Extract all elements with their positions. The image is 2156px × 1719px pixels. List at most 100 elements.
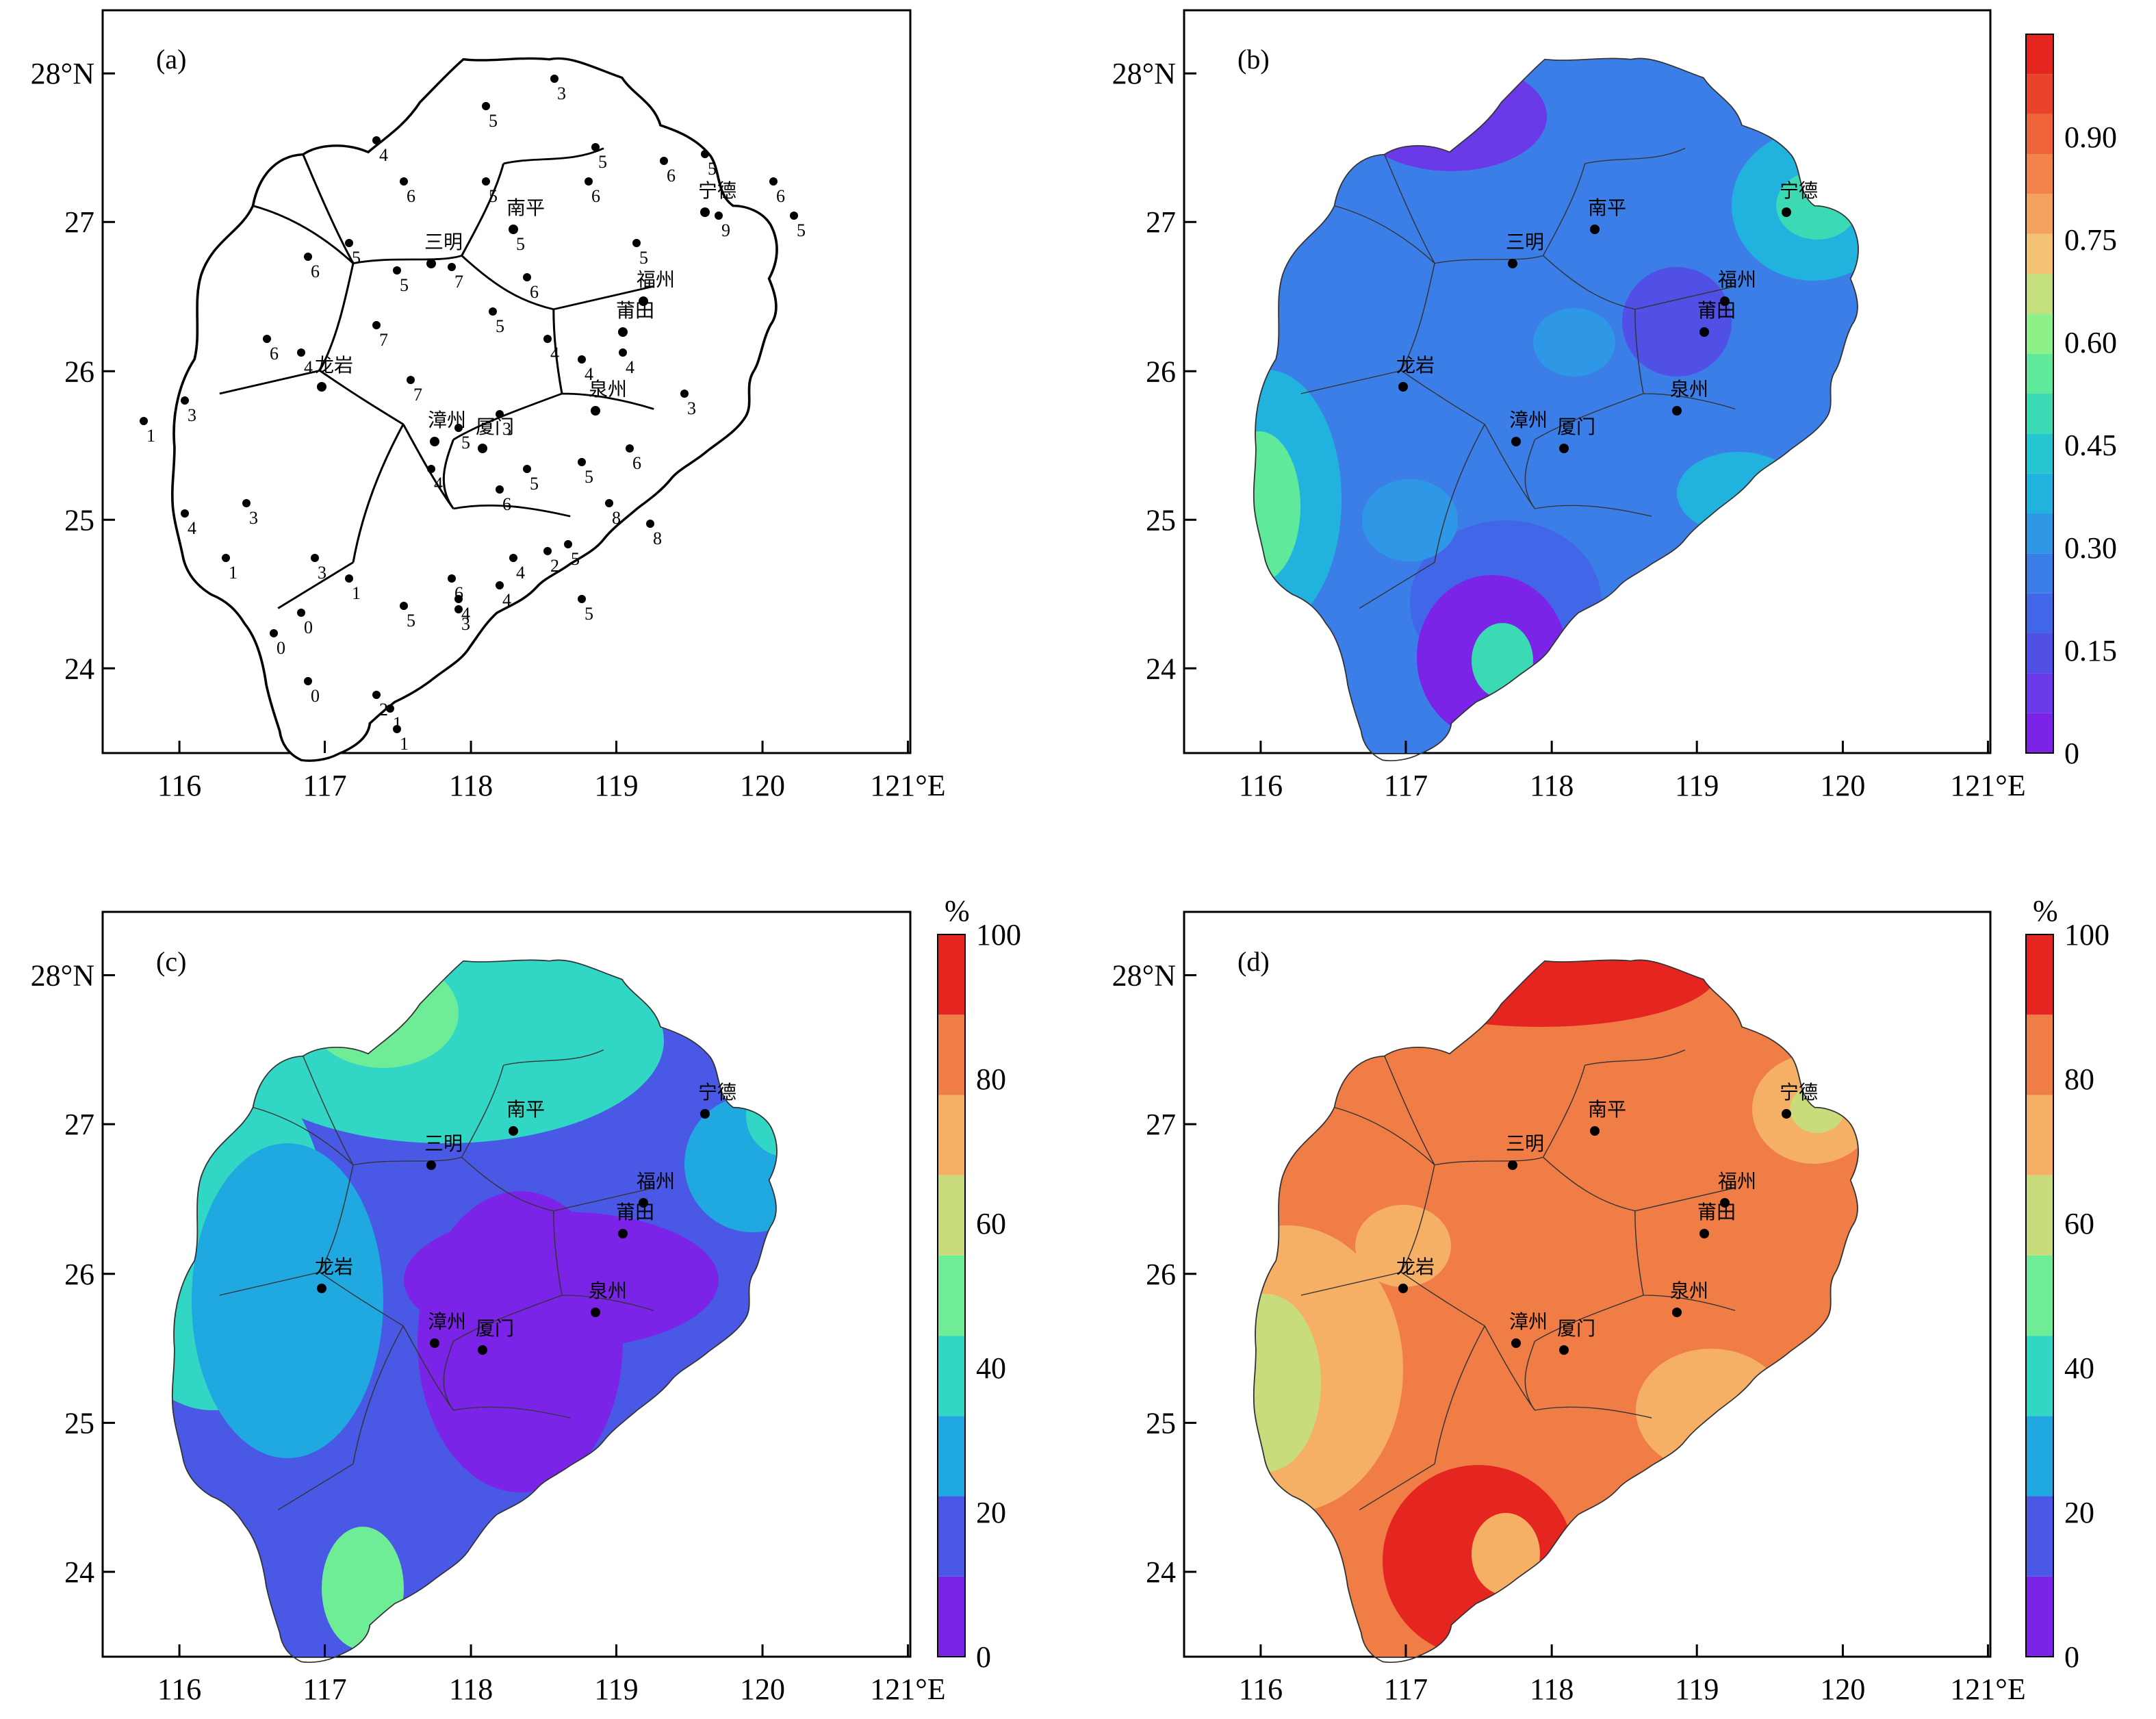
station-count-label: 7 — [454, 272, 463, 292]
city-label: 龙岩 — [315, 354, 353, 377]
x-tick-label: 117 — [303, 769, 346, 802]
panel-b-letter: (b) — [1237, 44, 1270, 75]
city-marker — [639, 296, 648, 306]
city-label: 三明 — [1506, 231, 1544, 253]
x-tick-label: 116 — [157, 1672, 201, 1706]
x-tick-label: 119 — [594, 769, 638, 802]
colorbar-label: 0.90 — [2064, 120, 2117, 154]
colorbar-segment — [2026, 274, 2053, 314]
station-marker — [509, 554, 517, 562]
station-count-label: 6 — [632, 453, 641, 473]
city-label: 宁德 — [1780, 1081, 1818, 1104]
x-tick-label: 121°E — [1950, 769, 2025, 802]
station-count-label: 4 — [585, 364, 593, 384]
colorbar-label: 0.60 — [2064, 326, 2117, 359]
colorbar-label: 20 — [976, 1496, 1006, 1529]
station-marker — [523, 465, 531, 473]
colorbar-segment — [938, 1095, 965, 1175]
city-marker — [509, 1126, 518, 1136]
station-marker — [482, 102, 490, 110]
station-count-label: 5 — [708, 159, 717, 179]
station-marker — [790, 212, 798, 220]
station-marker — [626, 444, 634, 453]
station-marker — [393, 725, 401, 733]
city-label: 漳州 — [1509, 409, 1548, 431]
station-count-label: 3 — [249, 508, 258, 528]
city-label: 漳州 — [428, 1310, 466, 1333]
station-count-label: 5 — [461, 433, 470, 453]
station-count-label: 6 — [311, 262, 320, 281]
city-label: 厦门 — [476, 416, 514, 438]
station-marker — [372, 691, 381, 699]
station-marker — [769, 177, 778, 186]
panel-c-colorbar: 0 20 40 60 80 100% — [937, 894, 1021, 1674]
city-marker — [1398, 1284, 1408, 1293]
station-marker — [427, 465, 435, 473]
station-count-label: 1 — [146, 426, 155, 446]
station-count-label: 0 — [304, 617, 313, 637]
y-tick-label: 25 — [64, 503, 94, 537]
station-count-label: 5 — [639, 248, 648, 268]
station-count-label: 0 — [311, 686, 320, 706]
city-marker — [509, 225, 518, 234]
station-count-label: 7 — [413, 385, 422, 405]
city-label: 三明 — [1506, 1132, 1544, 1155]
station-marker — [578, 595, 586, 603]
station-marker — [543, 547, 552, 555]
city-marker — [1590, 1126, 1600, 1136]
city-marker — [478, 444, 487, 453]
station-marker — [578, 355, 586, 364]
station-marker — [619, 348, 627, 357]
station-marker — [372, 136, 381, 144]
station-count-label: 9 — [721, 220, 730, 240]
station-marker — [372, 321, 381, 329]
city-marker — [1699, 327, 1709, 337]
colorbar-label: 40 — [2064, 1351, 2094, 1385]
colorbar-segment — [938, 1336, 965, 1416]
station-marker — [680, 390, 689, 398]
city-label: 福州 — [637, 268, 675, 291]
station-marker — [345, 239, 353, 247]
colorbar-segment — [938, 1576, 965, 1657]
station-marker — [523, 273, 531, 281]
city-label: 龙岩 — [1396, 1256, 1435, 1278]
colorbar-segment — [938, 1175, 965, 1256]
station-count-label: 3 — [687, 398, 696, 418]
city-marker — [317, 1284, 326, 1293]
city-label: 厦门 — [476, 1317, 514, 1340]
colorbar-label: 0.15 — [2064, 634, 2117, 667]
city-label: 泉州 — [1670, 1279, 1708, 1302]
station-marker — [393, 266, 401, 275]
colorbar-segment — [2026, 633, 2053, 674]
x-tick-label: 121°E — [1950, 1672, 2025, 1706]
city-label: 泉州 — [1670, 378, 1708, 400]
colorbar-segment — [2026, 593, 2053, 633]
colorbar-segment — [2026, 314, 2053, 354]
station-count-label: 1 — [229, 563, 238, 583]
station-count-label: 6 — [776, 186, 785, 206]
x-tick-label: 117 — [1384, 1672, 1428, 1706]
station-marker — [585, 177, 593, 186]
station-count-label: 4 — [434, 474, 443, 494]
station-marker — [448, 263, 456, 271]
station-marker — [181, 509, 189, 518]
station-marker — [454, 424, 463, 432]
y-tick-label: 26 — [1146, 355, 1176, 388]
station-marker — [454, 595, 463, 603]
city-marker — [1672, 406, 1682, 416]
station-count-label: 3 — [461, 614, 470, 634]
city-label: 宁德 — [698, 179, 736, 202]
colorbar-segment — [2026, 1095, 2053, 1175]
station-count-label: 4 — [188, 518, 196, 538]
panel-d-colorbar: 0 20 40 60 80 100% — [2025, 894, 2109, 1674]
city-marker — [430, 437, 439, 446]
y-tick-label: 25 — [1146, 1406, 1176, 1440]
y-tick-label: 27 — [1146, 205, 1176, 239]
city-marker — [1511, 1338, 1521, 1348]
station-count-label: 3 — [318, 563, 326, 583]
colorbar-label: 0.75 — [2064, 223, 2117, 257]
